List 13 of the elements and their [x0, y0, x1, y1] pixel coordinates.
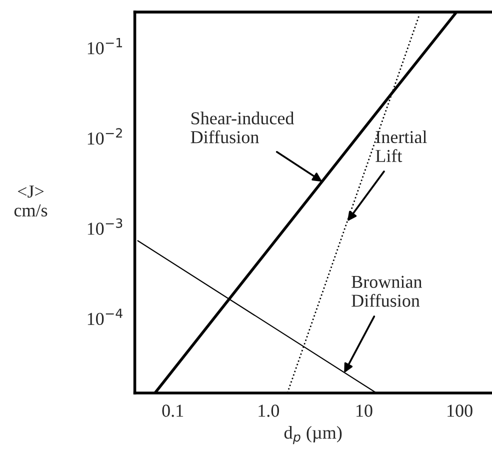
y-tick-label: 10$^{−2}$ [88, 128, 122, 145]
x-tick-label: 1.0 [258, 404, 280, 417]
annotation: Inertial Lift [376, 130, 427, 162]
annotation: Brownian Diffusion [352, 276, 422, 307]
y-axis-title: <J> cm/s [14, 186, 48, 216]
x-tick-label: 0.1 [162, 404, 184, 417]
x-tick-label: 100 [448, 404, 472, 417]
x-axis-title: d$_{p}$ (µm) [284, 426, 342, 444]
x-tick-label: 10 [356, 404, 372, 417]
y-tick-label: 10$^{−1}$ [88, 38, 122, 54]
annotation: Shear-induced Diffusion [190, 112, 294, 144]
y-tick-label: 10$^{−3}$ [88, 218, 122, 235]
y-tick-label: 10$^{−4}$ [88, 308, 122, 326]
